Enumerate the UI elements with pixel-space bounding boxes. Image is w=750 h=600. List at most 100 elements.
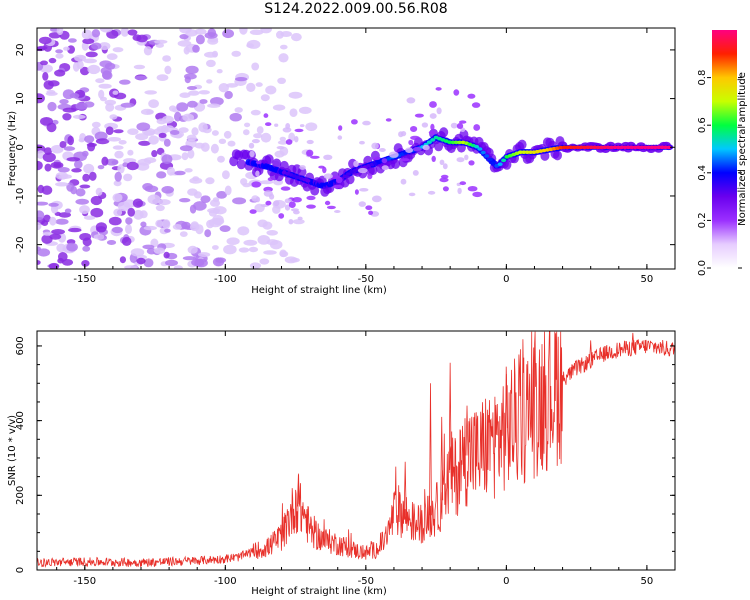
- noise-blob: [98, 83, 112, 89]
- noise-blob: [62, 107, 77, 113]
- noise-blob: [218, 138, 227, 144]
- top-y-tick-label: 10: [15, 92, 26, 105]
- noise-blob: [156, 118, 167, 125]
- noise-blob: [173, 265, 183, 269]
- noise-blob: [107, 137, 121, 142]
- noise-blob: [251, 62, 260, 71]
- ridge-speck: [267, 177, 274, 182]
- noise-blob: [84, 135, 95, 144]
- noise-blob: [246, 43, 254, 48]
- ridge-speck: [459, 181, 467, 186]
- ridge-speck: [442, 186, 449, 192]
- noise-blob: [210, 97, 224, 106]
- noise-blob: [187, 149, 195, 159]
- noise-blob: [185, 29, 198, 37]
- ridge-halo: [517, 139, 527, 150]
- noise-blob: [76, 60, 84, 70]
- noise-blob: [75, 198, 89, 205]
- noise-blob: [226, 237, 240, 245]
- noise-blob: [72, 114, 86, 119]
- noise-blob: [223, 130, 232, 139]
- ridge-speck: [467, 93, 476, 99]
- noise-blob: [219, 225, 231, 233]
- noise-blob: [291, 33, 302, 42]
- colorbar: [712, 30, 737, 268]
- ridge-speck: [373, 156, 381, 161]
- noise-blob: [55, 53, 64, 59]
- noise-blob: [156, 126, 167, 132]
- noise-blob: [97, 165, 105, 170]
- ridge-speck: [358, 201, 366, 207]
- noise-blob: [255, 82, 263, 87]
- noise-blob: [184, 168, 193, 173]
- noise-blob: [155, 219, 164, 228]
- noise-blob: [62, 113, 72, 121]
- noise-blob: [127, 29, 138, 36]
- noise-blob: [162, 219, 171, 230]
- ridge-speck: [326, 205, 336, 210]
- noise-blob: [164, 65, 172, 75]
- ridge-speck: [249, 209, 257, 214]
- snr-spike: [440, 416, 444, 501]
- ridge-speck: [410, 135, 420, 140]
- noise-blob: [176, 102, 189, 112]
- noise-blob: [209, 199, 221, 207]
- ridge-halo: [434, 141, 444, 152]
- noise-blob: [67, 45, 75, 54]
- noise-blob: [223, 244, 237, 255]
- noise-blob: [136, 162, 150, 171]
- noise-blob: [68, 38, 77, 43]
- noise-blob: [50, 144, 64, 154]
- noise-blob: [179, 145, 193, 152]
- noise-blob: [83, 58, 97, 64]
- top-x-tick-label: -150: [73, 274, 96, 285]
- noise-blob: [199, 99, 208, 104]
- noise-blob: [174, 111, 182, 122]
- ridge-peak: [501, 158, 507, 163]
- noise-blob: [139, 210, 148, 219]
- snr-spike: [504, 373, 508, 429]
- ridge-halo: [540, 150, 550, 161]
- noise-blob: [48, 202, 59, 207]
- ridge-speck: [371, 195, 382, 203]
- noise-blob: [78, 137, 85, 143]
- noise-blob: [182, 113, 195, 122]
- noise-blob: [82, 173, 90, 182]
- noise-blob: [169, 130, 180, 135]
- noise-blob: [42, 152, 56, 163]
- snr-spike: [465, 405, 469, 456]
- noise-blob: [82, 245, 91, 252]
- noise-blob: [79, 205, 90, 215]
- ridge-speck: [324, 200, 331, 206]
- ridge-speck: [359, 140, 365, 145]
- noise-blob: [162, 55, 172, 62]
- ridge-speck: [263, 190, 273, 197]
- noise-blob: [70, 186, 78, 195]
- ridge-speck: [408, 139, 414, 146]
- noise-blob: [177, 40, 192, 47]
- ridge-speck: [323, 154, 333, 160]
- noise-blob: [47, 101, 57, 112]
- ridge-speck: [288, 219, 294, 225]
- noise-blob: [204, 229, 212, 238]
- noise-blob: [53, 163, 62, 168]
- top-x-tick-label: 50: [641, 274, 654, 285]
- ridge-speck: [306, 195, 316, 201]
- ridge-speck: [285, 139, 293, 145]
- noise-blob: [260, 132, 272, 143]
- ridge-speck: [318, 165, 325, 169]
- ridge-speck: [381, 165, 389, 171]
- ridge-speck: [255, 170, 260, 177]
- noise-blob: [288, 91, 303, 99]
- colorbar-tick-label: 0.0: [697, 260, 708, 276]
- noise-blob: [48, 57, 57, 64]
- ridge-halo: [272, 158, 282, 169]
- noise-blob: [144, 185, 159, 193]
- noise-blob: [158, 132, 167, 138]
- noise-blob: [123, 173, 133, 182]
- snr-spike: [296, 474, 300, 507]
- noise-blob: [55, 218, 69, 225]
- noise-blob: [191, 127, 199, 136]
- ridge-speck: [371, 142, 379, 150]
- noise-blob: [66, 157, 81, 162]
